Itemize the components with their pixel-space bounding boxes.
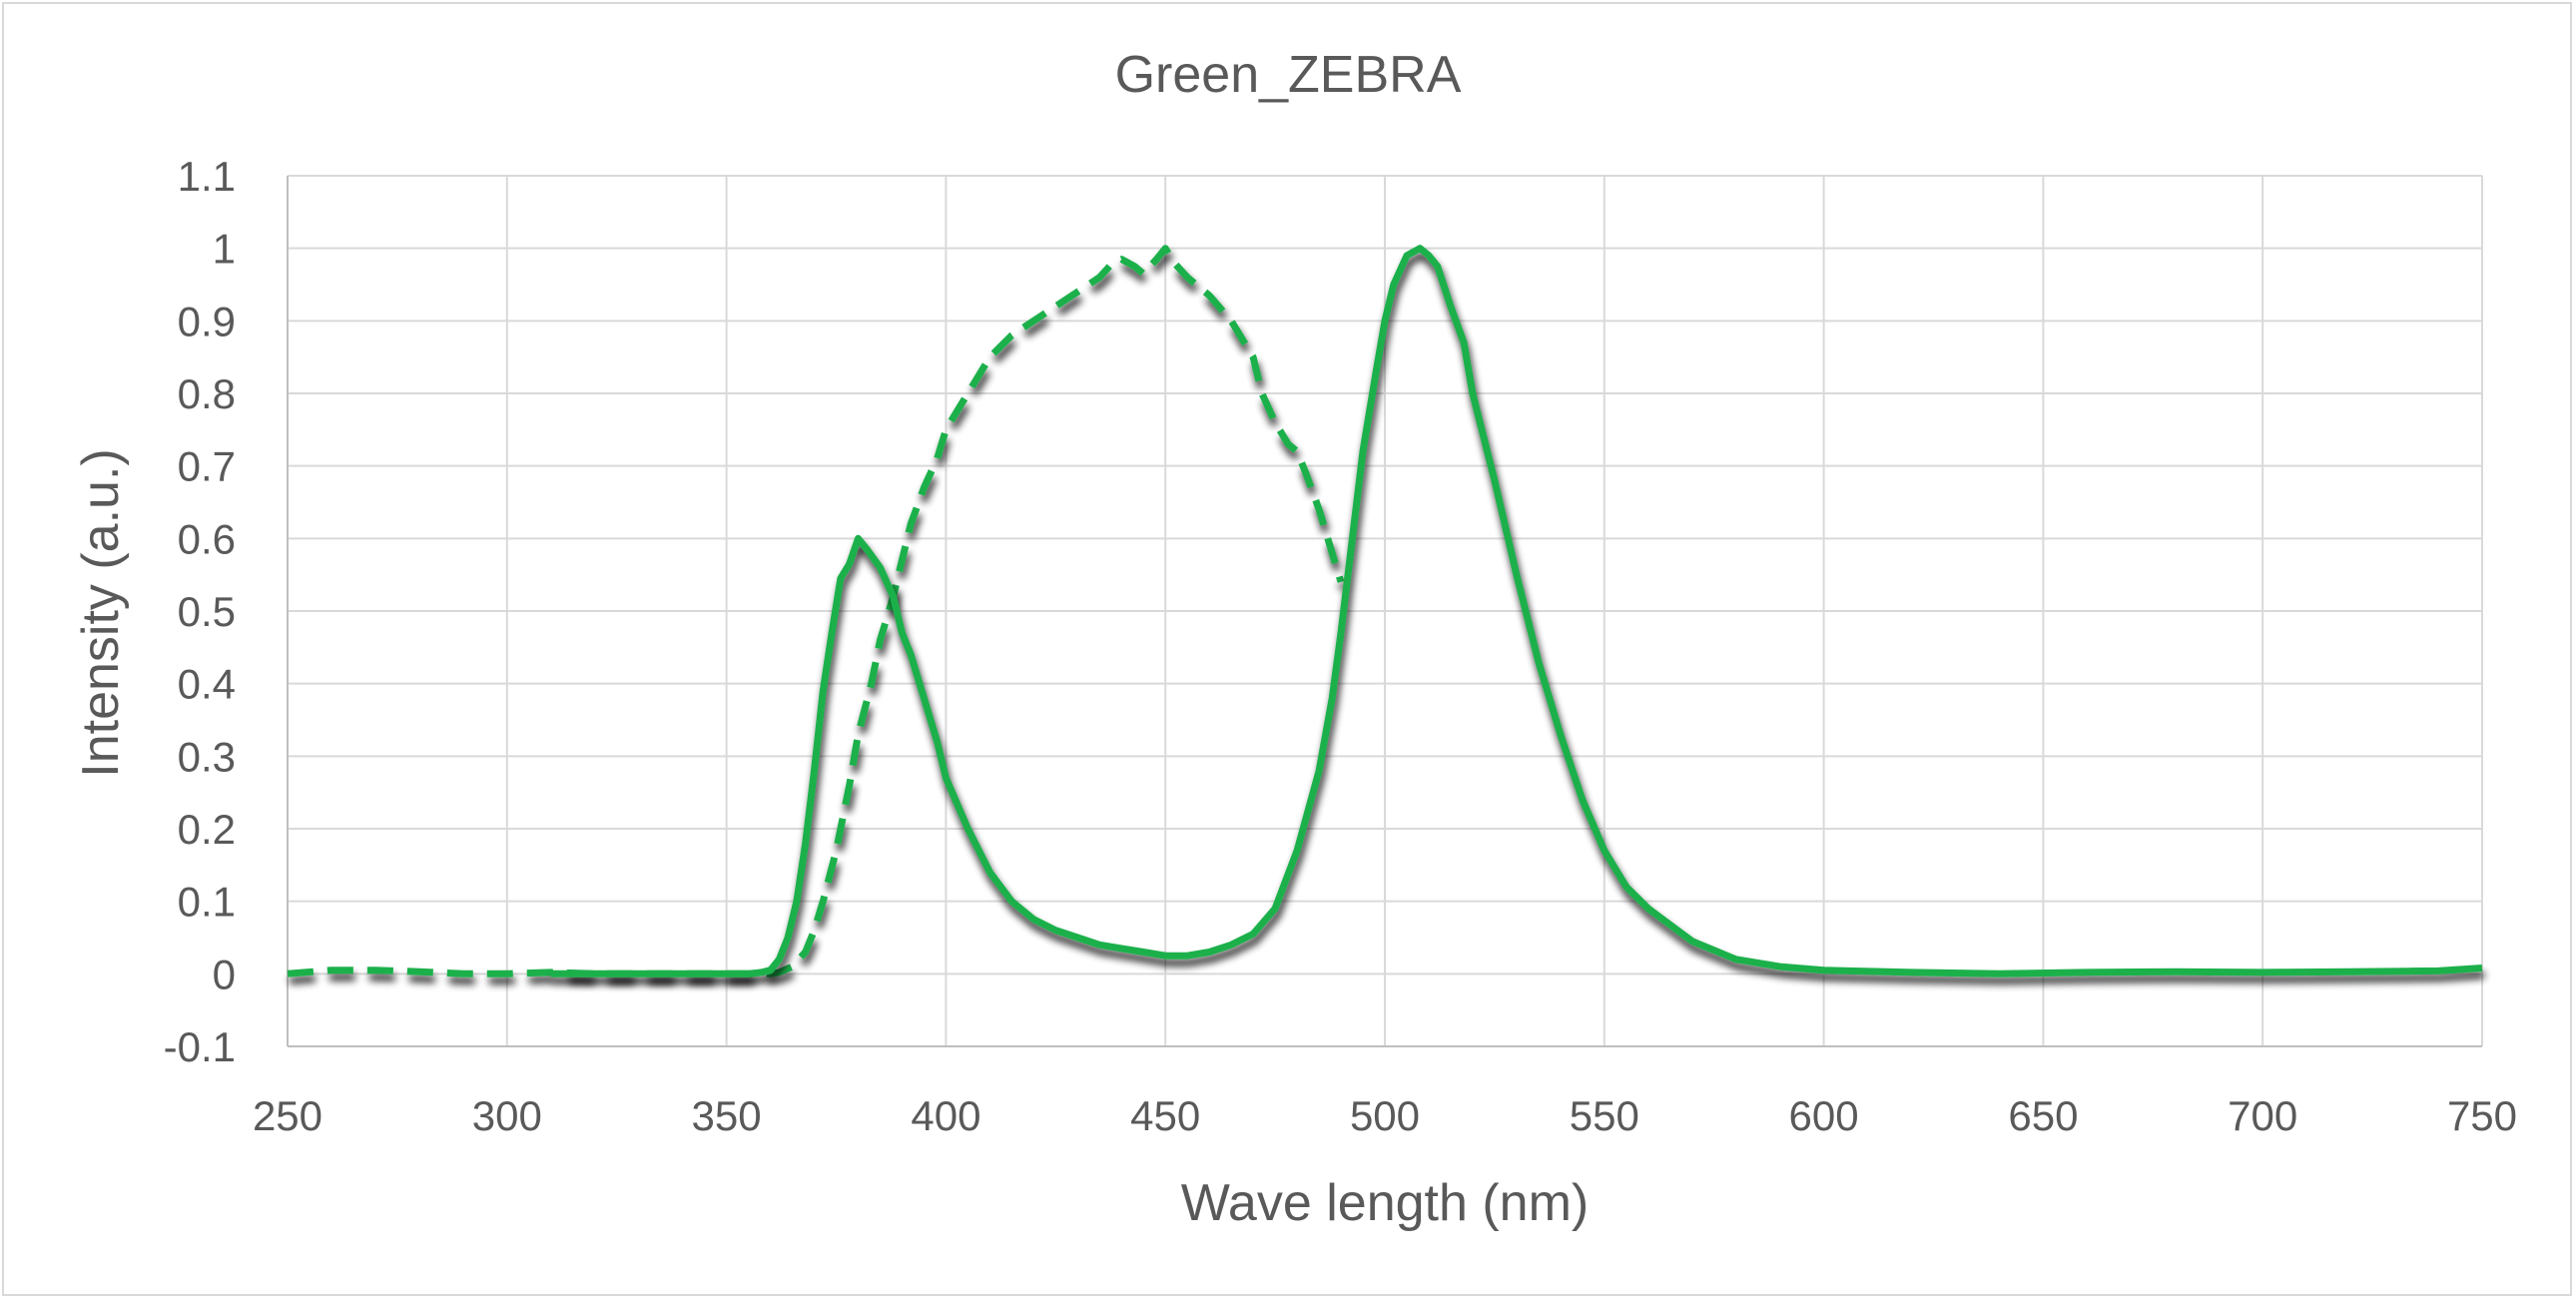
x-tick-label: 250 bbox=[253, 1092, 322, 1139]
x-tick-label: 750 bbox=[2447, 1092, 2517, 1139]
y-tick-label: 0.9 bbox=[178, 298, 236, 344]
series-group bbox=[287, 245, 2483, 977]
x-tick-label: 700 bbox=[2228, 1092, 2297, 1139]
series-line-emission bbox=[550, 245, 2483, 977]
y-tick-label: 1.1 bbox=[178, 153, 236, 200]
y-tick-label: -0.1 bbox=[164, 1023, 236, 1070]
y-tick-label: 0.1 bbox=[178, 879, 236, 926]
y-tick-label: 0.6 bbox=[178, 515, 236, 562]
x-tick-label: 350 bbox=[692, 1092, 762, 1139]
axes: -0.1 0 0.1 0.2 0.3 0.4 0.5 0.6 0.7 0.8 0.9 1 1.1 250 3… bbox=[164, 153, 2517, 1139]
y-axis-title: Intensity (a.u.) bbox=[72, 448, 130, 777]
y-tick-label: 0 bbox=[213, 951, 236, 997]
labels: Green_ZEBRA Wave length (nm) Intensity (… bbox=[72, 46, 1589, 1232]
x-tick-label: 500 bbox=[1350, 1092, 1420, 1139]
x-tick-label: 450 bbox=[1130, 1092, 1200, 1139]
y-tick-label: 0.3 bbox=[178, 733, 236, 780]
y-tick-label: 1 bbox=[213, 226, 236, 273]
y-tick-label: 0.7 bbox=[178, 443, 236, 490]
x-tick-label: 550 bbox=[1570, 1092, 1639, 1139]
x-tick-label: 300 bbox=[472, 1092, 542, 1139]
y-tick-label: 0.5 bbox=[178, 588, 236, 635]
y-tick-label: 0.4 bbox=[178, 661, 236, 708]
x-tick-label: 650 bbox=[2008, 1092, 2078, 1139]
y-tick-label: 0.2 bbox=[178, 806, 236, 853]
x-axis-title: Wave length (nm) bbox=[1181, 1174, 1589, 1232]
chart-title: Green_ZEBRA bbox=[1115, 46, 1462, 104]
x-tick-label: 400 bbox=[911, 1092, 980, 1139]
y-tick-label: 0.8 bbox=[178, 370, 236, 417]
x-tick-label: 600 bbox=[1789, 1092, 1859, 1139]
